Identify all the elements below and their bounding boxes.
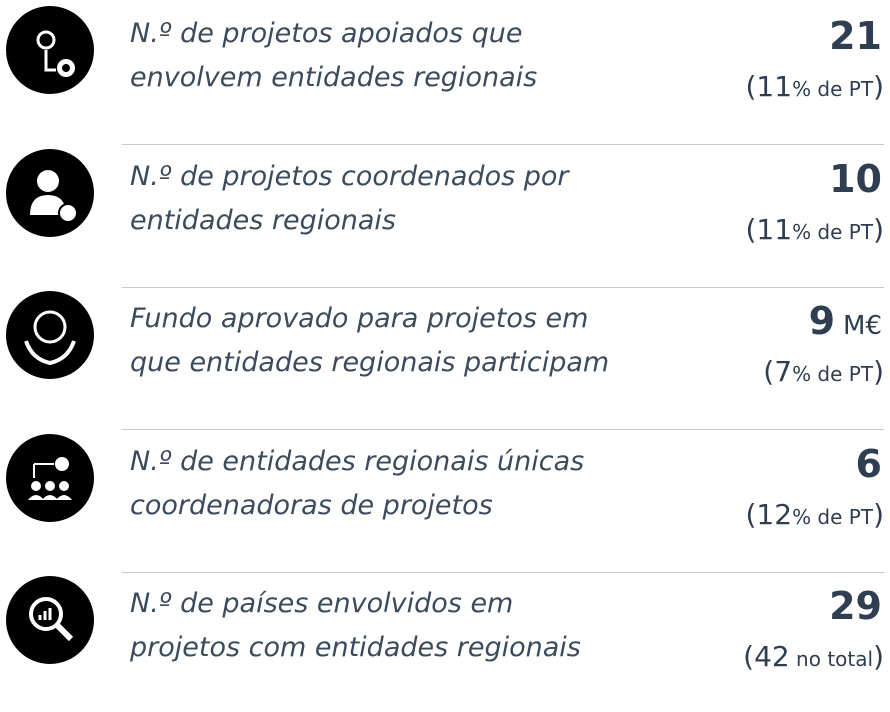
- value-number: 9: [808, 299, 836, 343]
- icon: [6, 148, 94, 237]
- sub-part: 12: [756, 497, 793, 531]
- stat-row: N.º de países envolvidos em projetos com …: [0, 570, 890, 712]
- icon: [6, 6, 94, 94]
- separator: [122, 286, 884, 288]
- value-number: 29: [829, 584, 882, 628]
- sub-part: (: [745, 70, 757, 103]
- stat-row: Fundo aprovado para projetos em que entid…: [0, 285, 890, 430]
- icon: [6, 433, 94, 522]
- sub-part: ): [873, 212, 884, 246]
- stat-row: N.º de projetos coordenados por entidades…: [0, 143, 890, 288]
- value-number: 10: [829, 156, 882, 201]
- sub-part: 7: [774, 355, 793, 388]
- sub-part: ): [873, 355, 884, 388]
- icon: [6, 291, 94, 379]
- value-number: 6: [855, 441, 882, 486]
- sub-part: (: [763, 355, 775, 388]
- sub-part: % de PT: [792, 362, 874, 386]
- value-number: 21: [829, 14, 882, 58]
- label-line: entidades regionais: [130, 204, 396, 236]
- sub-part: (: [745, 212, 757, 246]
- label-line: coordenadoras de projetos: [130, 489, 493, 521]
- sub-part: % de PT: [792, 219, 874, 244]
- label-line: envolvem entidades regionais: [130, 62, 538, 93]
- sub-part: 11: [756, 70, 793, 103]
- sub-value: (7% de PT): [763, 355, 884, 388]
- sub-part: (: [743, 640, 755, 673]
- label-line: que entidades regionais participam: [130, 347, 610, 378]
- value: 29: [829, 584, 882, 628]
- sub-value: (42 no total): [743, 640, 884, 673]
- sub-part: (: [745, 497, 757, 531]
- separator: [122, 571, 884, 573]
- page: (() => { const data = JSON.parse(documen…: [0, 0, 890, 673]
- value: 21: [829, 14, 882, 58]
- value-unit: M€: [843, 311, 882, 341]
- label-line: Fundo aprovado para projetos em: [130, 303, 589, 334]
- stat-row: N.º de projetos apoiados que envolvem ent…: [0, 0, 890, 145]
- sub-value: (11% de PT): [745, 70, 884, 103]
- label-line: projetos com entidades regionais: [130, 632, 581, 663]
- sub-part: ): [873, 497, 884, 531]
- label-line: N.º de projetos apoiados que: [130, 18, 523, 49]
- label-line: N.º de projetos coordenados por: [130, 160, 569, 192]
- value: 10: [829, 157, 882, 201]
- value: 6: [856, 442, 882, 486]
- label-line: N.º de países envolvidos em: [130, 588, 514, 619]
- sub-value: (12% de PT): [745, 498, 884, 531]
- separator: [122, 144, 884, 145]
- icon: [6, 576, 94, 664]
- label-line: N.º de entidades regionais únicas: [130, 445, 585, 477]
- sub-part: 11: [756, 212, 793, 246]
- stat-row: N.º de entidades regionais únicas coorden…: [0, 428, 890, 573]
- sub-part: no total: [789, 647, 874, 671]
- separator: [122, 429, 884, 430]
- sub-part: ): [873, 70, 884, 103]
- sub-part: 42: [754, 640, 790, 673]
- value: 9 M€: [809, 299, 882, 343]
- sub-part: % de PT: [792, 504, 874, 529]
- sub-value: (11% de PT): [745, 213, 884, 246]
- sub-part: % de PT: [792, 77, 874, 101]
- sub-part: ): [873, 640, 884, 673]
